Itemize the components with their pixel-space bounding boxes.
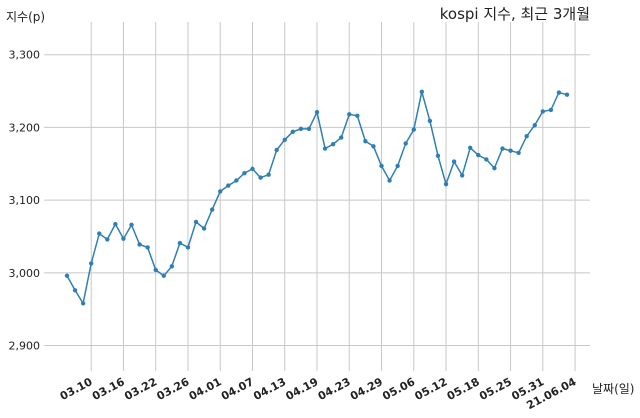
data-point: [492, 165, 497, 171]
data-point: [88, 261, 94, 266]
x-axis-label: 날짜(일): [592, 382, 635, 396]
data-point: [484, 157, 489, 162]
data-point: [363, 139, 368, 144]
y-axis-ticks: 2,900 3,000 3,100 3,200 3,300: [9, 49, 41, 353]
data-point: [379, 163, 384, 169]
data-point: [80, 301, 86, 306]
data-point: [459, 173, 465, 178]
y-tick-label: 2,900: [9, 340, 41, 353]
data-point: [234, 178, 239, 183]
x-tick-label: 04.13: [251, 375, 288, 403]
data-point: [330, 141, 336, 147]
y-tick-label: 3,100: [9, 194, 41, 207]
data-point: [435, 153, 441, 158]
data-point: [564, 92, 570, 97]
x-tick-label: 03.10: [58, 375, 95, 403]
data-point: [282, 137, 287, 142]
data-point: [153, 267, 158, 273]
data-point: [516, 150, 521, 156]
x-tick-label: 04.19: [284, 375, 321, 403]
data-point: [371, 144, 376, 149]
x-tick-label: 05.12: [413, 375, 450, 403]
data-point: [532, 123, 537, 128]
data-point: [347, 112, 352, 117]
x-tick-label: 04.01: [187, 375, 224, 403]
data-point: [298, 126, 304, 132]
data-point: [524, 133, 529, 139]
data-points: [64, 89, 570, 306]
data-point: [193, 219, 199, 225]
data-point: [250, 166, 255, 172]
x-tick-label: 05.06: [380, 375, 417, 403]
data-point: [443, 181, 449, 187]
data-point: [500, 146, 505, 151]
data-point: [177, 240, 183, 246]
grid-lines: [44, 22, 590, 371]
y-tick-label: 3,200: [9, 121, 41, 134]
data-point: [290, 129, 296, 134]
data-point: [395, 163, 400, 169]
data-point: [161, 273, 166, 278]
data-point: [314, 109, 320, 115]
data-point: [258, 175, 263, 180]
data-point: [540, 109, 546, 114]
data-point: [113, 221, 118, 227]
data-point: [338, 135, 344, 140]
chart-title: kospi 지수, 최근 3개월: [439, 5, 590, 23]
x-tick-label: 05.25: [477, 375, 514, 403]
data-point: [105, 237, 110, 242]
x-tick-label: 03.22: [122, 375, 159, 403]
data-point: [201, 226, 207, 231]
data-point: [419, 89, 425, 95]
data-point: [72, 288, 78, 293]
data-point: [411, 127, 416, 132]
data-point: [169, 264, 175, 269]
data-point: [476, 152, 481, 158]
data-point: [64, 273, 70, 278]
data-point: [137, 242, 142, 247]
data-point: [556, 90, 562, 95]
x-tick-label: 04.07: [219, 375, 256, 403]
data-point: [451, 159, 457, 164]
data-point: [403, 141, 408, 146]
data-point: [145, 245, 150, 250]
data-point: [129, 222, 134, 228]
data-point: [97, 231, 102, 236]
y-tick-label: 3,300: [9, 49, 41, 62]
data-point: [121, 236, 126, 241]
data-point: [218, 189, 223, 194]
x-tick-label: 04.23: [316, 375, 353, 403]
data-point: [226, 183, 231, 188]
y-axis-label: 지수(p): [6, 10, 46, 24]
data-point: [274, 147, 279, 153]
data-point: [306, 126, 312, 132]
data-point: [266, 172, 271, 177]
data-point: [209, 207, 215, 212]
data-point: [322, 146, 328, 151]
x-axis-ticks: 03.1003.1603.2203.2604.0104.0704.1304.19…: [58, 375, 579, 412]
data-point: [468, 145, 473, 150]
data-point: [427, 118, 433, 124]
x-tick-label: 03.16: [90, 375, 127, 403]
x-tick-label: 04.29: [348, 375, 385, 403]
data-point: [548, 107, 554, 113]
data-point: [185, 245, 191, 250]
x-tick-label: 05.18: [445, 375, 482, 403]
data-point: [508, 148, 513, 153]
data-point: [355, 113, 360, 118]
y-tick-label: 3,000: [9, 267, 41, 280]
x-tick-label: 03.26: [155, 375, 192, 403]
data-point: [242, 171, 247, 176]
data-point: [387, 178, 392, 183]
